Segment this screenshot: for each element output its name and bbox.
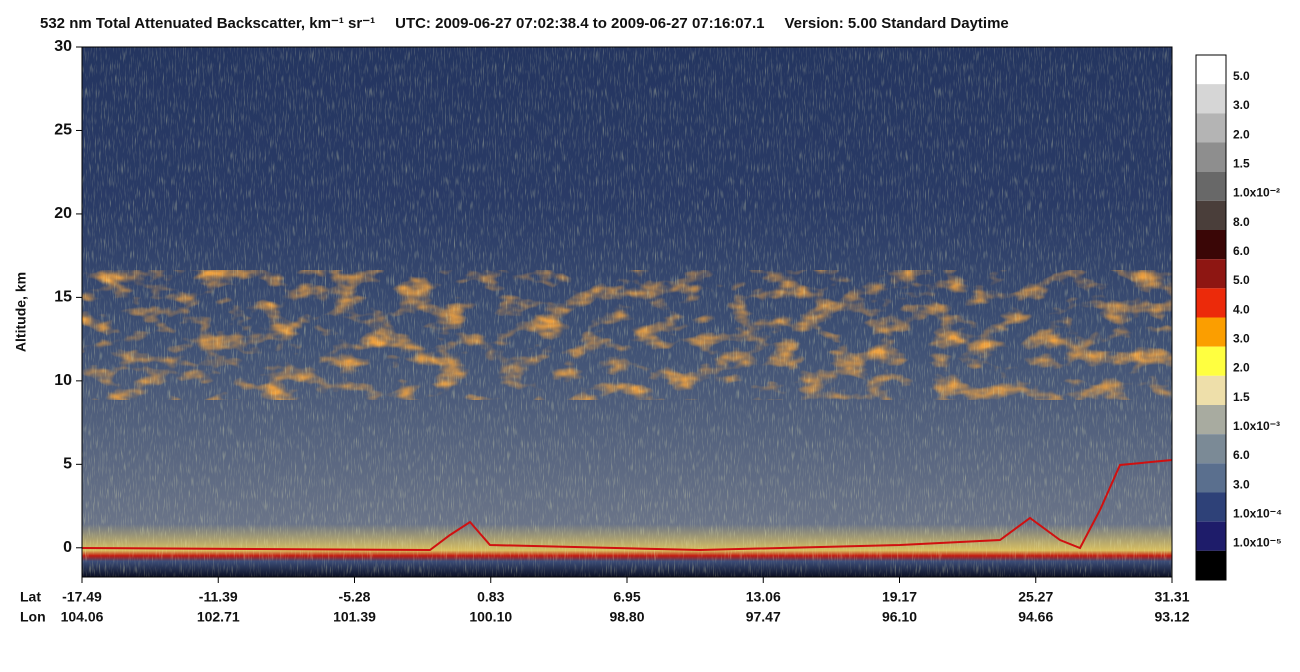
colorbar-cell xyxy=(1196,259,1226,289)
y-tick-label: 30 xyxy=(54,38,72,55)
colorbar-label: 1.5 xyxy=(1233,157,1250,171)
lon-label: 104.06 xyxy=(61,609,104,625)
y-tick-label: 10 xyxy=(54,372,72,389)
colorbar-label: 3.0 xyxy=(1233,477,1250,491)
colorbar-cell xyxy=(1196,288,1226,318)
colorbar-cell xyxy=(1196,200,1226,230)
lat-label: 19.17 xyxy=(882,589,917,605)
version: Version: 5.00 Standard Daytime xyxy=(785,15,1009,32)
y-tick-label: 0 xyxy=(63,539,72,556)
lat-label: 13.06 xyxy=(746,589,781,605)
colorbar-label: 2.0 xyxy=(1233,361,1250,375)
colorbar-label: 6.0 xyxy=(1233,448,1250,462)
lon-label: 97.47 xyxy=(746,609,781,625)
title: 532 nm Total Attenuated Backscatter, km⁻… xyxy=(40,15,375,32)
colorbar-cell xyxy=(1196,142,1226,172)
colorbar-cell xyxy=(1196,171,1226,201)
colorbar-cell xyxy=(1196,521,1226,551)
colorbar-label: 4.0 xyxy=(1233,302,1250,316)
colorbar-label: 3.0 xyxy=(1233,332,1250,346)
subtitle: UTC: 2009-06-27 07:02:38.4 to 2009-06-27… xyxy=(395,15,764,32)
image-noise xyxy=(82,47,1172,577)
lat-label: 0.83 xyxy=(477,589,504,605)
y-tick-label: 25 xyxy=(54,122,72,139)
colorbar-label: 1.0x10⁻³ xyxy=(1233,419,1280,433)
lon-label: 100.10 xyxy=(469,609,512,625)
colorbar-label: 1.0x10⁻² xyxy=(1233,186,1280,200)
surface-line xyxy=(82,459,1172,552)
colorbar-cell xyxy=(1196,113,1226,143)
x-row-name: Lon xyxy=(20,609,46,625)
lon-label: 94.66 xyxy=(1018,609,1053,625)
lon-label: 101.39 xyxy=(333,609,376,625)
colorbar-cell xyxy=(1196,346,1226,376)
y-tick-label: 15 xyxy=(54,289,72,306)
colorbar-label: 5.0 xyxy=(1233,69,1250,83)
y-axis-label: Altitude, km xyxy=(13,272,29,352)
colorbar-frame xyxy=(1195,54,1227,581)
y-tick-label: 20 xyxy=(54,205,72,222)
lon-label: 96.10 xyxy=(882,609,917,625)
lat-label: -17.49 xyxy=(62,589,102,605)
colorbar-cell xyxy=(1196,550,1226,580)
lat-label: -11.39 xyxy=(199,589,238,605)
colorbar-label: 6.0 xyxy=(1233,244,1250,258)
colorbar-label: 5.0 xyxy=(1233,273,1250,287)
y-tick-label: 5 xyxy=(63,456,72,473)
colorbar-cell xyxy=(1196,492,1226,522)
lon-label: 98.80 xyxy=(609,609,644,625)
colorbar-label: 1.0x10⁻⁴ xyxy=(1233,507,1282,521)
colorbar-label: 2.0 xyxy=(1233,127,1250,141)
colorbar-cell xyxy=(1196,84,1226,114)
colorbar-cell xyxy=(1196,375,1226,405)
colorbar-label: 8.0 xyxy=(1233,215,1250,229)
colorbar-cell xyxy=(1196,55,1226,85)
colorbar-cell xyxy=(1196,463,1226,493)
colorbar-cell xyxy=(1196,405,1226,435)
lat-label: 31.31 xyxy=(1154,589,1189,605)
colorbar-label: 1.0x10⁻⁵ xyxy=(1233,536,1282,550)
lon-label: 93.12 xyxy=(1154,609,1189,625)
colorbar-cell xyxy=(1196,230,1226,260)
lat-label: 25.27 xyxy=(1018,589,1053,605)
backscatter-image xyxy=(82,47,1172,577)
lat-label: 6.95 xyxy=(613,589,640,605)
colorbar-cell xyxy=(1196,317,1226,347)
lat-label: -5.28 xyxy=(339,589,371,605)
colorbar-label: 1.5 xyxy=(1233,390,1250,404)
lon-label: 102.71 xyxy=(197,609,240,625)
chart-title: 532 nm Total Attenuated Backscatter, km⁻… xyxy=(40,15,1009,32)
colorbar-label: 3.0 xyxy=(1233,98,1250,112)
x-row-name: Lat xyxy=(20,589,41,605)
colorbar-cell xyxy=(1196,434,1226,464)
